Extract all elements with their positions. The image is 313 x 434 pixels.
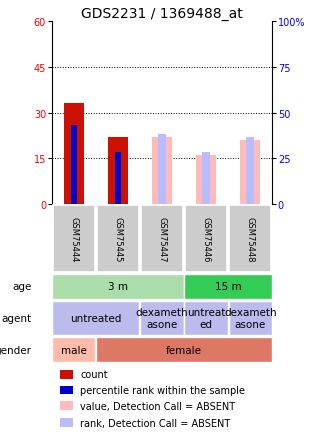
Title: GDS2231 / 1369488_at: GDS2231 / 1369488_at [81,7,243,21]
Bar [229,205,271,273]
Bar [185,205,227,273]
Text: count: count [80,369,108,379]
Bar [60,401,73,410]
Bar [60,418,73,427]
Bar [97,205,139,273]
Text: agent: agent [1,313,31,323]
Text: female: female [166,345,202,355]
Bar [184,274,272,299]
Text: untreat
ed: untreat ed [187,308,225,329]
Text: male: male [61,345,87,355]
Text: dexameth
asone: dexameth asone [224,308,277,329]
Text: percentile rank within the sample: percentile rank within the sample [80,385,245,395]
Text: GSM75444: GSM75444 [69,216,78,262]
Bar [246,138,254,205]
Text: GSM75445: GSM75445 [113,216,122,262]
Text: 3 m: 3 m [108,282,128,292]
Bar [140,302,184,335]
Bar [52,338,95,362]
Text: gender: gender [0,345,31,355]
Bar [60,386,73,395]
Bar [53,205,95,273]
Bar [202,153,210,205]
Text: GSM75446: GSM75446 [202,216,211,262]
Text: GSM75447: GSM75447 [157,216,167,262]
Bar [52,274,184,299]
Bar [64,104,84,205]
Bar [240,141,260,205]
Text: value, Detection Call = ABSENT: value, Detection Call = ABSENT [80,401,235,411]
Bar [184,302,228,335]
Bar [152,138,172,205]
Text: GSM75448: GSM75448 [246,216,255,262]
Bar [60,370,73,379]
Text: age: age [12,282,31,292]
Bar [108,138,128,205]
Bar [70,125,77,205]
Bar [158,135,166,205]
Text: dexameth
asone: dexameth asone [136,308,188,329]
Bar [96,338,272,362]
Text: rank, Detection Call = ABSENT: rank, Detection Call = ABSENT [80,418,231,428]
Bar [196,156,216,205]
Text: 15 m: 15 m [215,282,242,292]
Bar [141,205,183,273]
Text: untreated: untreated [70,313,121,323]
Bar [115,153,121,205]
Bar [52,302,140,335]
Bar [228,302,272,335]
